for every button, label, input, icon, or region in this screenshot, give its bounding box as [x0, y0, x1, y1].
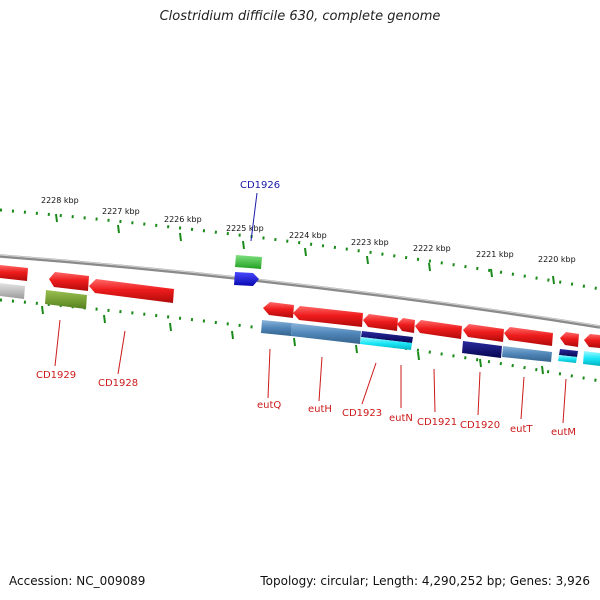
kbp-label: 2227 kbp: [102, 207, 140, 216]
genome-backbone: [0, 254, 600, 329]
gene-arrow-eutM[interactable]: [560, 332, 579, 347]
gene-label-eutN[interactable]: eutN: [389, 413, 413, 424]
gene-label-CD1926[interactable]: CD1926: [240, 180, 280, 191]
kbp-label: 2224 kbp: [289, 231, 327, 240]
gene-label-CD1920[interactable]: CD1920: [460, 420, 500, 431]
gene-arrow-eutN[interactable]: [397, 318, 415, 333]
kbp-label: 2228 kbp: [41, 196, 79, 205]
gene-arrow-CD1929[interactable]: [0, 265, 28, 281]
kbp-scale: 2228 kbp 2227 kbp 2226 kbp 2225 kbp 2224…: [41, 196, 576, 264]
gene-arrow-CD1923[interactable]: [363, 314, 398, 331]
kbp-label: 2221 kbp: [476, 250, 514, 259]
gene-label-eutQ[interactable]: eutQ: [257, 400, 281, 411]
gene-arrow-eutQ[interactable]: [263, 302, 294, 318]
accession-text: Accession: NC_009089: [9, 574, 146, 588]
gene-label-eutT[interactable]: eutT: [510, 424, 533, 435]
cds-row: [0, 265, 600, 348]
gene-label-eutM[interactable]: eutM: [551, 427, 576, 438]
topology-text: Topology: circular; Length: 4,290,252 bp…: [260, 574, 590, 588]
gene-label-CD1928[interactable]: CD1928: [98, 378, 138, 389]
gene-arrow-eutH[interactable]: [293, 306, 363, 327]
kbp-label: 2225 kbp: [226, 224, 264, 233]
gene-arrow[interactable]: [584, 334, 600, 348]
gene-arrow-CD1920[interactable]: [463, 324, 504, 342]
gene-arrow-CD1928[interactable]: [89, 279, 174, 303]
label-leader: [250, 192, 258, 242]
gene-label-CD1929[interactable]: CD1929: [36, 370, 76, 381]
kbp-label: 2220 kbp: [538, 255, 576, 264]
gene-label-eutH[interactable]: eutH: [308, 404, 332, 415]
gene-arrow-CD1921[interactable]: [415, 320, 462, 339]
kbp-label: 2222 kbp: [413, 244, 451, 253]
gene-CD1926[interactable]: [234, 255, 262, 286]
map-title: Clostridium difficile 630, complete geno…: [159, 9, 441, 24]
gene-arrow[interactable]: [49, 272, 89, 291]
gene-arrow-eutT[interactable]: [504, 327, 553, 346]
kbp-label: 2226 kbp: [164, 215, 202, 224]
homology-row: [0, 283, 600, 366]
gene-label-CD1923[interactable]: CD1923: [342, 408, 382, 419]
upper-tick-ring: [0, 208, 600, 291]
label-leaders: [54, 319, 567, 424]
gene-label-CD1921[interactable]: CD1921: [417, 417, 457, 428]
kbp-label: 2223 kbp: [351, 238, 389, 247]
